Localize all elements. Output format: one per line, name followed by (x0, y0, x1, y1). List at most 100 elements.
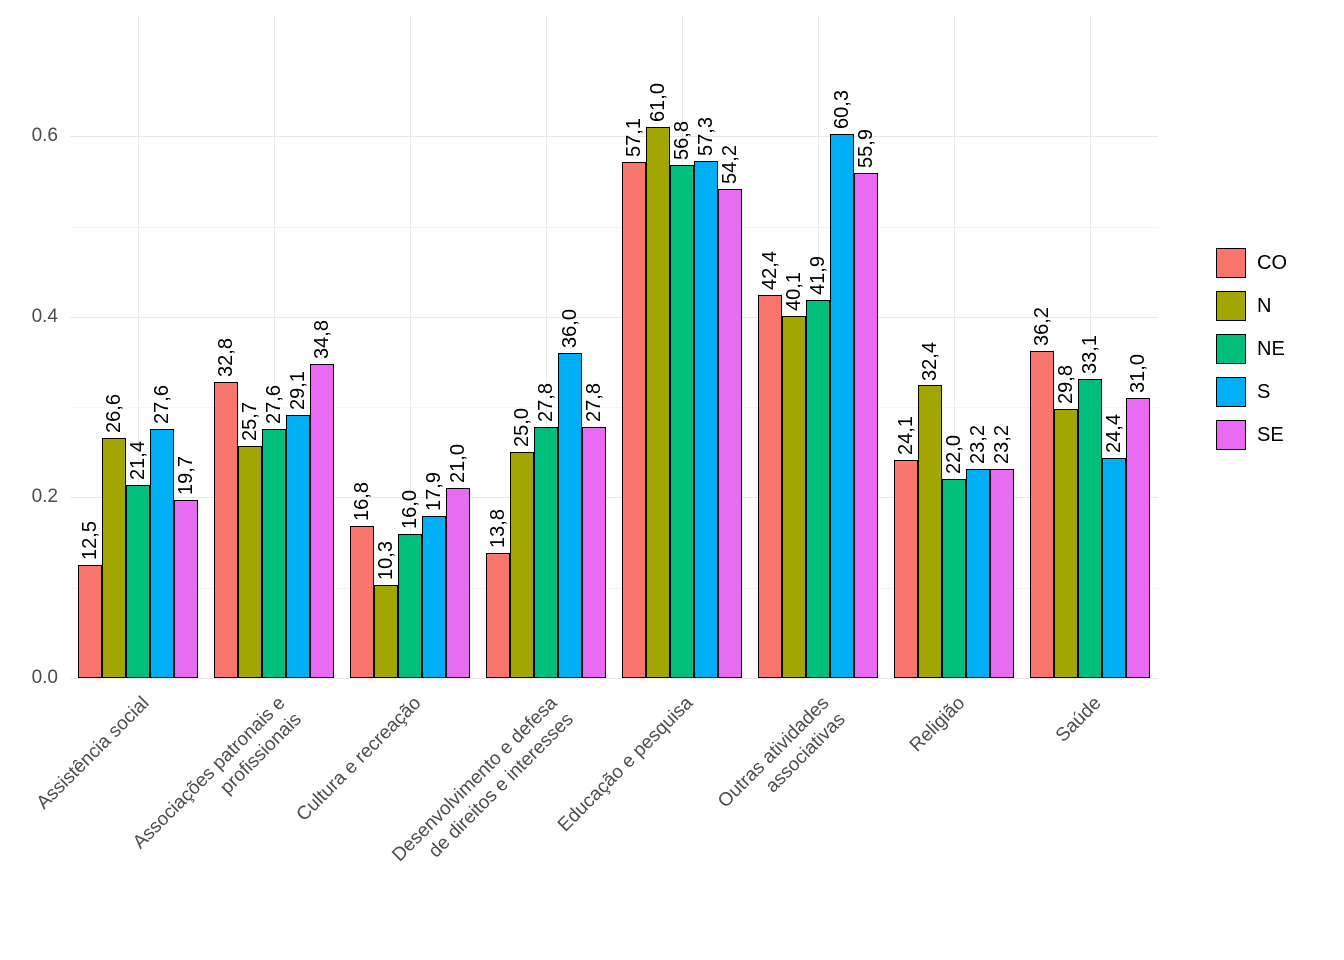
bar-value-label: 57,3 (695, 116, 717, 156)
bar-co (894, 460, 918, 678)
bar-value-label: 41,9 (807, 255, 829, 295)
bar-s (830, 133, 854, 678)
legend-item-se: SE (1216, 420, 1287, 450)
bar-value-label: 61,0 (647, 83, 669, 123)
legend-item-s: S (1216, 377, 1287, 407)
bar-n (782, 315, 806, 678)
bar-co (486, 553, 510, 678)
legend-key-swatch (1216, 291, 1246, 321)
bar-value-label: 60,3 (831, 89, 853, 129)
legend: CO N NE S SE (1216, 248, 1287, 463)
x-tick-label: Cultura e recreação (292, 692, 426, 826)
bar-value-label: 10,3 (375, 541, 397, 580)
bar-value-label: 19,7 (175, 456, 197, 496)
bar-value-label: 42,4 (759, 251, 781, 291)
bar-ne (942, 479, 966, 678)
x-tick-label: Assistência social (32, 692, 154, 814)
bar-co (1030, 351, 1054, 678)
bar-value-label: 25,0 (511, 408, 533, 448)
gridline-major-h (70, 316, 1158, 318)
bar-value-label: 32,8 (215, 337, 237, 377)
bar-ne (670, 165, 694, 678)
legend-item-n: N (1216, 291, 1287, 321)
bar-value-label: 27,8 (535, 383, 557, 422)
legend-item-ne: NE (1216, 334, 1287, 364)
x-tick-label: Associações patronais e profissionais (129, 692, 306, 854)
bar-s (1102, 457, 1126, 678)
bar-value-label: 54,2 (719, 144, 741, 184)
x-tick-label: Desenvolvimento e defesa de direitos e i… (388, 692, 578, 866)
legend-key-swatch (1216, 420, 1246, 450)
legend-label: CO (1257, 251, 1287, 274)
bar-value-label: 25,7 (239, 402, 261, 441)
bar-co (758, 295, 782, 678)
bar-value-label: 23,2 (991, 424, 1013, 464)
bar-ne (534, 426, 558, 678)
bar-value-label: 36,0 (559, 308, 581, 348)
bar-value-label: 16,8 (351, 482, 373, 522)
bar-value-label: 33,1 (1079, 335, 1101, 375)
bar-s (422, 516, 446, 678)
bar-value-label: 27,6 (151, 384, 173, 424)
bar-value-label: 57,1 (623, 118, 645, 158)
bar-co (350, 526, 374, 678)
bar-value-label: 29,8 (1055, 364, 1077, 404)
x-tick-label: Outras atividades associativas (714, 692, 850, 813)
bar-value-label: 27,8 (583, 383, 605, 422)
bar-se (174, 500, 198, 678)
gridline-major-v (274, 15, 275, 678)
bar-n (374, 585, 398, 678)
bar-value-label: 13,8 (487, 509, 509, 549)
bar-ne (398, 533, 422, 678)
legend-key-swatch (1216, 377, 1246, 407)
bar-ne (806, 299, 830, 678)
bar-value-label: 16,0 (399, 489, 421, 529)
gridline-major-h (70, 678, 1158, 679)
y-tick-label: 0.4 (31, 305, 58, 327)
bar-value-label: 56,8 (671, 121, 693, 161)
bar-value-label: 24,4 (1103, 413, 1125, 453)
bar-value-label: 21,4 (127, 440, 149, 480)
y-tick-label: 0.2 (31, 486, 58, 508)
bar-value-label: 22,0 (943, 435, 965, 475)
legend-item-co: CO (1216, 248, 1287, 278)
bar-s (286, 415, 310, 678)
gridline-minor-h (70, 587, 1158, 589)
bar-se (854, 173, 878, 678)
bar-value-label: 40,1 (783, 271, 805, 311)
gridline-minor-h (70, 407, 1158, 409)
y-tick-label: 0.6 (31, 125, 58, 147)
bar-s (966, 468, 990, 678)
bar-value-label: 36,2 (1031, 307, 1053, 347)
bar-value-label: 55,9 (855, 129, 877, 169)
bar-value-label: 24,1 (895, 416, 917, 456)
bar-s (694, 160, 718, 678)
bar-n (510, 452, 534, 678)
bar-n (646, 127, 670, 678)
bar-s (558, 352, 582, 678)
bar-co (622, 162, 646, 678)
bar-ne (1078, 379, 1102, 678)
x-tick-label: Saúde (1051, 692, 1106, 747)
gridline-major-v (954, 15, 955, 678)
bar-value-label: 17,9 (423, 472, 445, 512)
bar-se (582, 426, 606, 678)
gridline-major-h (70, 136, 1158, 138)
gridline-major-v (410, 15, 411, 678)
legend-label: SE (1257, 423, 1284, 446)
bar-ne (126, 484, 150, 678)
bar-se (310, 363, 334, 678)
legend-label: S (1257, 380, 1271, 403)
bar-value-label: 26,6 (103, 393, 125, 433)
gridline-major-h (70, 497, 1158, 499)
bar-se (990, 468, 1014, 678)
legend-label: NE (1257, 337, 1285, 360)
bar-n (238, 445, 262, 678)
bar-value-label: 32,4 (919, 341, 941, 381)
bar-se (446, 488, 470, 678)
legend-label: N (1257, 294, 1272, 317)
bar-value-label: 21,0 (447, 444, 469, 484)
bar-se (718, 188, 742, 678)
bar-value-label: 31,0 (1127, 354, 1149, 394)
